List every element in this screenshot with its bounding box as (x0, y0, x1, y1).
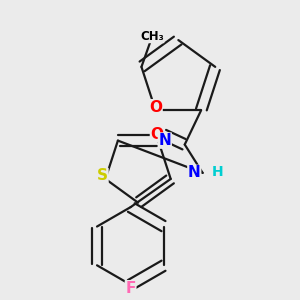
Text: S: S (97, 169, 108, 184)
Text: O: O (151, 127, 164, 142)
Text: N: N (158, 133, 171, 148)
Text: F: F (125, 281, 136, 296)
Text: O: O (149, 100, 162, 115)
Text: CH₃: CH₃ (140, 30, 164, 43)
Text: H: H (212, 165, 224, 179)
Text: N: N (188, 165, 201, 180)
